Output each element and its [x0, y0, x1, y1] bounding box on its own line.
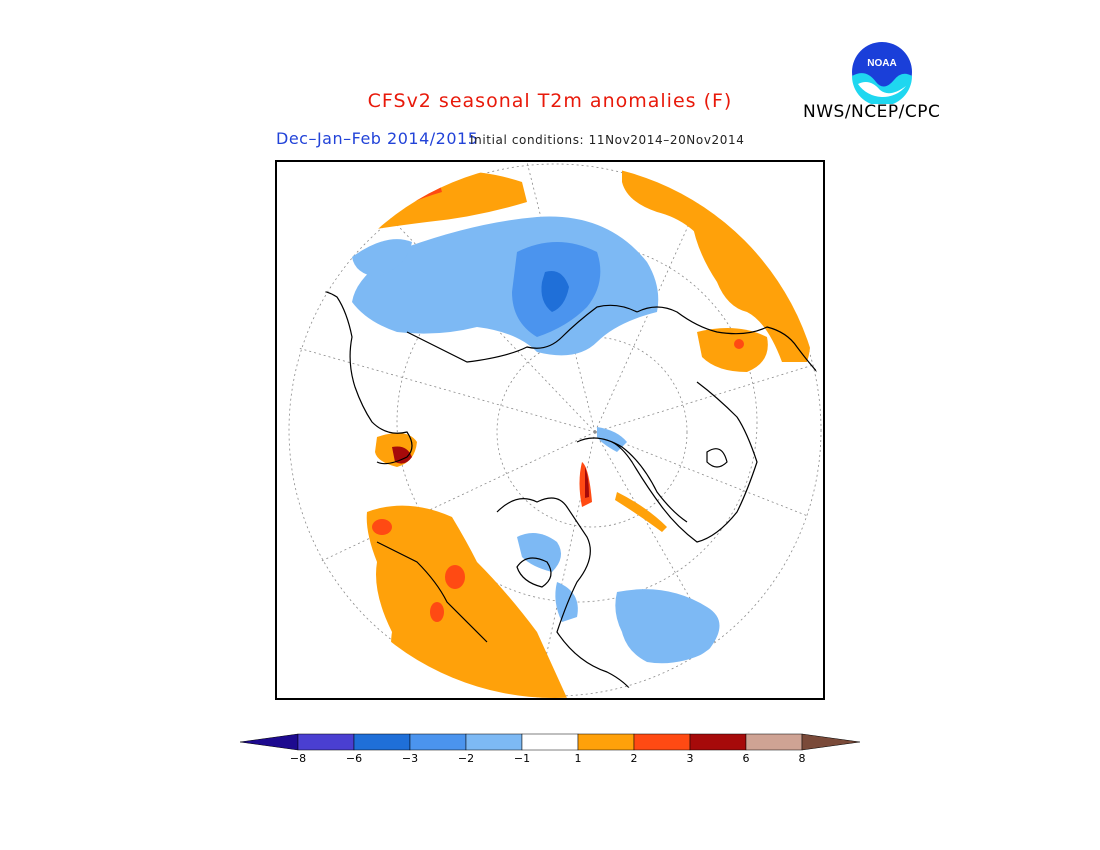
tick-label: −2 — [457, 752, 475, 765]
coastlines — [301, 289, 823, 698]
anomaly-map — [275, 160, 825, 700]
color-bar — [239, 733, 861, 757]
color-bin-9 — [745, 733, 803, 751]
color-bin-8 — [689, 733, 747, 751]
initial-conditions: Initial conditions: 11Nov2014–20Nov2014 — [470, 133, 745, 147]
color-bar-arrow-left — [239, 733, 299, 751]
tick-label: 3 — [686, 752, 694, 765]
color-bin-7 — [633, 733, 691, 751]
logo-text: NOAA — [867, 58, 896, 69]
color-bar-ticks: −8 −6 −3 −2 −1 1 2 3 6 8 — [0, 752, 1100, 772]
color-bin-1 — [297, 733, 355, 751]
color-bar-arrow-right — [801, 733, 861, 751]
tick-label: −1 — [513, 752, 531, 765]
tick-label: −8 — [289, 752, 307, 765]
color-bin-2 — [353, 733, 411, 751]
tick-label: 2 — [630, 752, 638, 765]
noaa-logo: NOAA — [850, 40, 914, 108]
tick-label: −3 — [401, 752, 419, 765]
agency-label: NWS/NCEP/CPC — [803, 102, 941, 122]
color-bin-4 — [465, 733, 523, 751]
tick-label: −6 — [345, 752, 363, 765]
cold-anomalies — [352, 216, 720, 664]
tick-label: 1 — [574, 752, 582, 765]
forecast-period: Dec–Jan–Feb 2014/2015 — [276, 129, 479, 148]
page-title: CFSv2 seasonal T2m anomalies (F) — [367, 90, 733, 112]
tick-label: 6 — [742, 752, 750, 765]
tick-label: 8 — [798, 752, 806, 765]
color-bin-3 — [409, 733, 467, 751]
color-bin-5 — [521, 733, 579, 751]
color-bin-6 — [577, 733, 635, 751]
